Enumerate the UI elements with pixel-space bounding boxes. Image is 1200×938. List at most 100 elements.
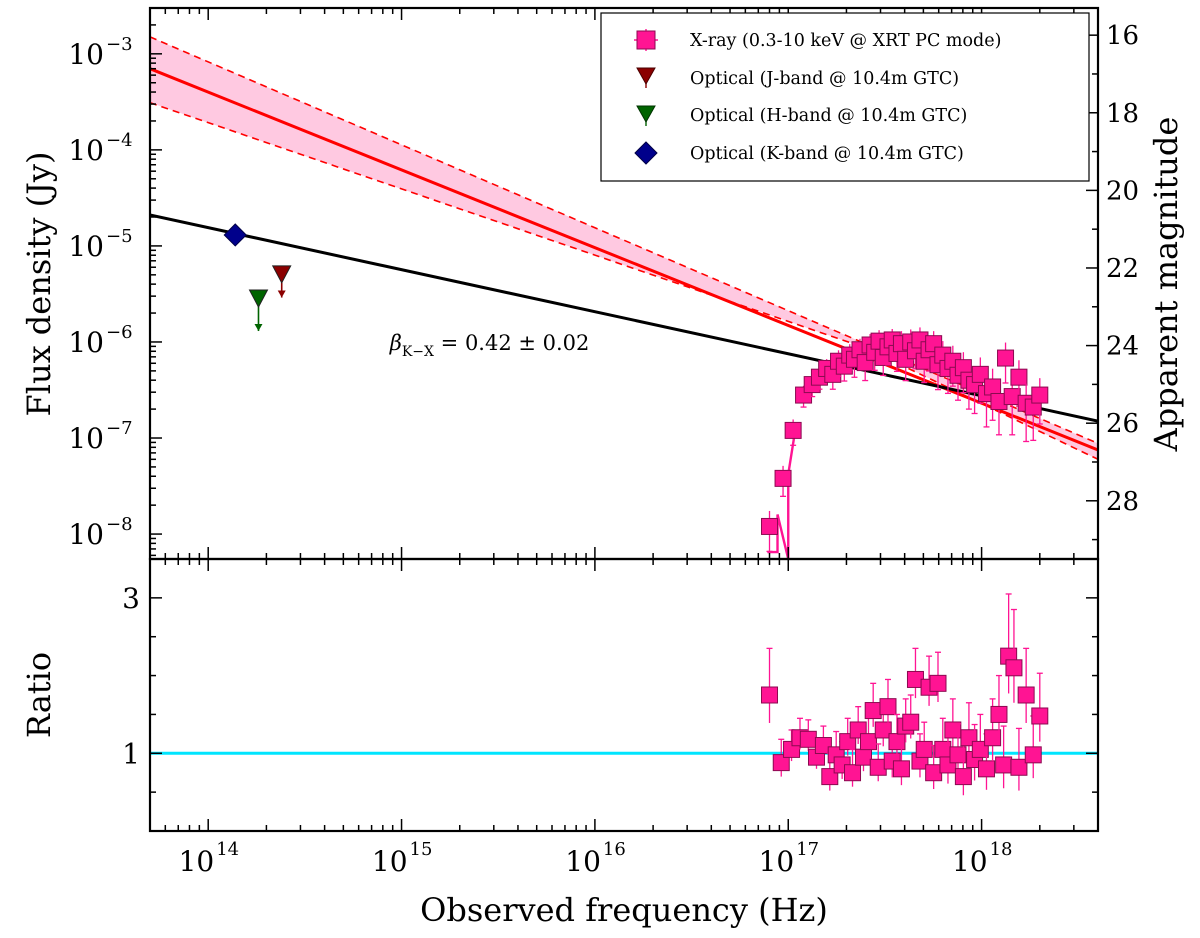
flux-y-tick-exponent: −4 (106, 130, 133, 151)
optical-data-points (223, 223, 292, 332)
flux-y-tick-label: 10 (68, 422, 104, 455)
ratio-square-point (1031, 707, 1049, 725)
ratio-square-point (859, 733, 877, 751)
legend-label-h-band: Optical (H-band @ 10.4m GTC) (690, 106, 967, 126)
beta-annotation: βK−X = 0.42 ± 0.02 (389, 331, 590, 360)
xray-square-point (984, 378, 1002, 396)
ratio-square-point (929, 674, 947, 692)
legend: X-ray (0.3-10 keV @ XRT PC mode) Optical… (600, 12, 1090, 182)
beta-value: = 0.42 ± 0.02 (434, 331, 589, 355)
legend-triangle-marker-h (636, 105, 656, 124)
bottom-panel-ticks (149, 559, 1099, 831)
magnitude-y-tick-label: 26 (1106, 409, 1139, 439)
legend-box (600, 12, 1090, 182)
ratio-square-point (984, 729, 1002, 747)
x-tick-exponent: 16 (603, 839, 626, 860)
ratio-y-tick-label: 1 (122, 737, 140, 770)
ratio-square-point (977, 760, 995, 778)
frequency-x-tick-labels: 10 14 10 15 10 16 10 17 10 18 (179, 839, 1013, 878)
legend-entry-xray: X-ray (0.3-10 keV @ XRT PC mode) (634, 29, 1001, 51)
upper-limit-arrow-head (254, 324, 263, 332)
flux-density-panel: 10−310−410−510−610−710−8 16182022242628 … (20, 6, 1185, 561)
magnitude-y-tick-label: 28 (1106, 487, 1139, 517)
xray-square-point (761, 517, 779, 535)
flux-y-axis-title: Flux density (Jy) (20, 152, 58, 417)
upper-limit-arrow-head (277, 290, 286, 298)
flux-y-tick-label: 10 (68, 326, 104, 359)
ratio-square-point (772, 754, 790, 772)
magnitude-y-tick-label: 24 (1106, 332, 1139, 362)
xray-square-point (971, 365, 989, 383)
x-tick-exponent: 17 (796, 839, 819, 860)
ratio-square-point (902, 713, 920, 731)
flux-y-tick-exponent: −5 (106, 226, 133, 247)
ratio-square-point (864, 702, 882, 720)
ratio-square-point (1024, 746, 1042, 764)
flux-y-tick-label: 10 (68, 518, 104, 551)
x-tick-exponent: 18 (990, 839, 1013, 860)
x-tick-exponent: 14 (216, 839, 239, 860)
xray-square-point (1031, 386, 1049, 404)
bottom-panel-frame (148, 557, 1100, 833)
flux-y-tick-exponent: −7 (106, 418, 133, 439)
ratio-square-point (954, 768, 972, 786)
upper-limit-triangle-marker (271, 265, 292, 284)
ratio-square-point (949, 746, 967, 764)
flux-y-tick-exponent: −6 (106, 322, 133, 343)
xray-square-point (774, 469, 792, 487)
legend-entry-h-band: Optical (H-band @ 10.4m GTC) (636, 105, 967, 126)
flux-y-tick-label: 10 (68, 230, 104, 263)
ratio-data-points (761, 593, 1049, 796)
ratio-square-point (915, 740, 933, 758)
ratio-y-tick-label: 3 (122, 582, 140, 615)
ratio-square-point (990, 705, 1008, 723)
beta-symbol: β (389, 331, 402, 355)
x-tick-label: 10 (372, 845, 408, 878)
legend-diamond-marker (634, 141, 658, 165)
xray-step-line (767, 423, 798, 559)
xray-square-point (1010, 368, 1028, 386)
xray-square-point (784, 421, 802, 439)
legend-entry-j-band: Optical (J-band @ 10.4m GTC) (636, 67, 959, 89)
ratio-square-point (892, 760, 910, 778)
beta-subscript: K−X (402, 344, 434, 360)
legend-triangle-marker-j (636, 67, 656, 86)
k-x-power-law-line (150, 213, 1098, 423)
ratio-square-point (995, 756, 1013, 774)
magnitude-y-tick-label: 16 (1106, 21, 1139, 51)
ratio-y-tick-labels: 13 (122, 582, 140, 770)
xray-data-points (761, 327, 1049, 559)
x-tick-label: 10 (565, 845, 601, 878)
ratio-square-point (925, 764, 943, 782)
ratio-square-point (761, 686, 779, 704)
uncertainty-band-fill (150, 36, 1098, 460)
legend-entry-k-band: Optical (K-band @ 10.4m GTC) (634, 141, 964, 165)
ratio-square-point (844, 764, 862, 782)
upper-limit-triangle-marker (248, 289, 269, 309)
ratio-square-point (814, 737, 832, 755)
flux-y-tick-exponent: −3 (106, 34, 133, 55)
xray-fit-uncertainty-band (150, 36, 1098, 460)
x-tick-label: 10 (952, 845, 988, 878)
x-tick-exponent: 15 (410, 839, 433, 860)
ratio-square-point (1017, 686, 1035, 704)
legend-label-k-band: Optical (K-band @ 10.4m GTC) (690, 144, 964, 164)
magnitude-y-tick-labels: 16 18 20 22 24 26 28 (1106, 21, 1139, 517)
magnitude-y-tick-label: 20 (1106, 176, 1139, 206)
ratio-panel: 13 10 14 10 15 10 16 10 17 10 18 Ratio Observed f… (20, 557, 1100, 929)
magnitude-y-axis-title: Apparent magnitude (1147, 117, 1185, 453)
ratio-square-point (1005, 659, 1023, 677)
ratio-square-point (799, 730, 817, 748)
xray-square-point (997, 349, 1015, 367)
magnitude-y-tick-label: 18 (1106, 99, 1139, 129)
flux-y-tick-label: 10 (68, 134, 104, 167)
x-tick-label: 10 (759, 845, 795, 878)
x-tick-label: 10 (179, 845, 215, 878)
flux-y-tick-labels: 10−310−410−510−610−710−8 (68, 34, 132, 551)
legend-label-j-band: Optical (J-band @ 10.4m GTC) (690, 69, 959, 89)
legend-square-marker (636, 30, 656, 50)
ratio-square-point (879, 698, 897, 716)
k-band-diamond-point (223, 223, 247, 247)
flux-y-tick-exponent: −8 (106, 514, 133, 535)
legend-label-xray: X-ray (0.3-10 keV @ XRT PC mode) (690, 31, 1001, 51)
